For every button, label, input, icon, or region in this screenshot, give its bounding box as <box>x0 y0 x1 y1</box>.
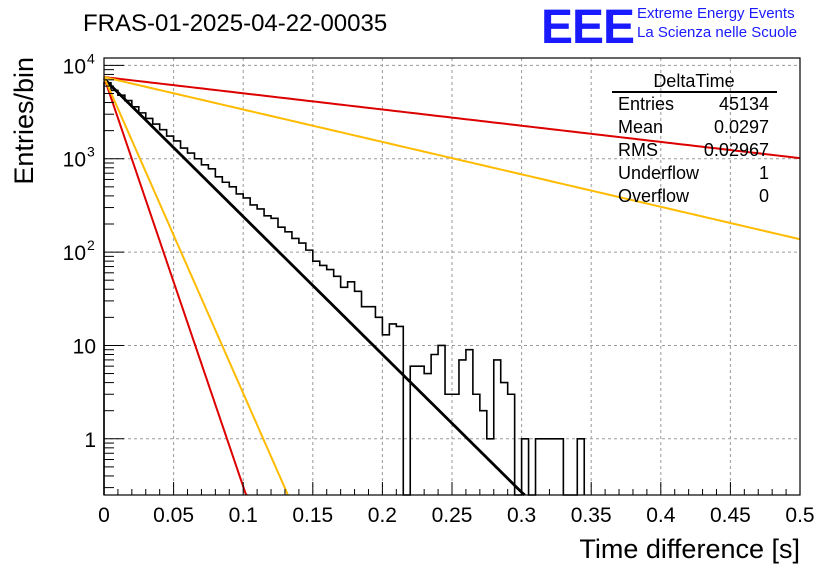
fit-curve-5 <box>103 76 801 241</box>
logo-caption-line2: La Scienza nelle Scuole <box>637 24 798 41</box>
x-tick-label: 0.15 <box>292 504 333 527</box>
stats-box: DeltaTime Entries 45134 Mean 0.0297 RMS 0.029… <box>612 71 777 206</box>
grid-lines <box>104 58 800 495</box>
y-tick-label: 10 <box>63 149 86 172</box>
x-tick-label: 0.3 <box>507 504 536 527</box>
y-tick-label: 10 <box>63 242 86 265</box>
x-axis-label: Time difference [s] <box>579 534 800 564</box>
stats-row-label: RMS <box>618 140 658 160</box>
stats-row-label: Underflow <box>618 163 700 183</box>
stats-row-value: 0.02967 <box>704 140 769 160</box>
histogram-outline <box>103 82 586 496</box>
fit-curve-1 <box>103 77 526 497</box>
x-tick-label: 0.1 <box>229 504 258 527</box>
eee-logo: EEE <box>541 1 635 54</box>
y-tick-label: 1 <box>84 429 96 452</box>
x-tick-label: 0.25 <box>432 504 473 527</box>
y-tick-label: 10 <box>73 335 96 358</box>
fit-curve-3 <box>103 76 289 495</box>
fit-curve-2 <box>103 76 248 496</box>
x-tick-label: 0.35 <box>571 504 612 527</box>
stats-row-value: 0 <box>759 186 769 206</box>
x-tick-label: 0.4 <box>646 504 676 527</box>
stats-rows: Entries 45134 Mean 0.0297 RMS 0.02967Underflo… <box>618 94 769 206</box>
page-title: FRAS-01-2025-04-22-00035 <box>83 10 388 37</box>
x-axis: 0 0.05 0.1 0.15 0.2 0.25 0.3 0.35 0.4 0.45 0.5 <box>98 482 815 527</box>
y-tick-exponent: 3 <box>87 144 95 160</box>
x-tick-label: 0.05 <box>153 504 194 527</box>
y-tick-exponent: 2 <box>87 237 95 253</box>
y-tick-exponent: 4 <box>87 50 95 66</box>
stats-row-value: 1 <box>759 163 769 183</box>
fit-curve-4 <box>103 76 801 160</box>
y-axis-label: Entries/bin <box>9 57 39 185</box>
stats-row-label: Mean <box>618 117 663 137</box>
histogram <box>103 82 586 496</box>
stats-row-label: Entries <box>618 94 674 114</box>
x-tick-label: 0.5 <box>785 504 814 527</box>
stats-row-label: Overflow <box>618 186 690 206</box>
x-tick-label: 0.2 <box>368 504 397 527</box>
logo-caption: Extreme Energy Events La Scienza nelle S… <box>637 4 797 42</box>
stats-row-value: 45134 <box>719 94 769 114</box>
fit-curves <box>103 76 801 497</box>
x-tick-label: 0 <box>98 504 110 527</box>
x-tick-label: 0.45 <box>710 504 751 527</box>
stats-box-name: DeltaTime <box>653 71 734 91</box>
y-tick-label: 10 <box>63 55 86 78</box>
stats-row-value: 0.0297 <box>714 117 769 137</box>
logo-caption-line1: Extreme Energy Events <box>637 5 795 22</box>
